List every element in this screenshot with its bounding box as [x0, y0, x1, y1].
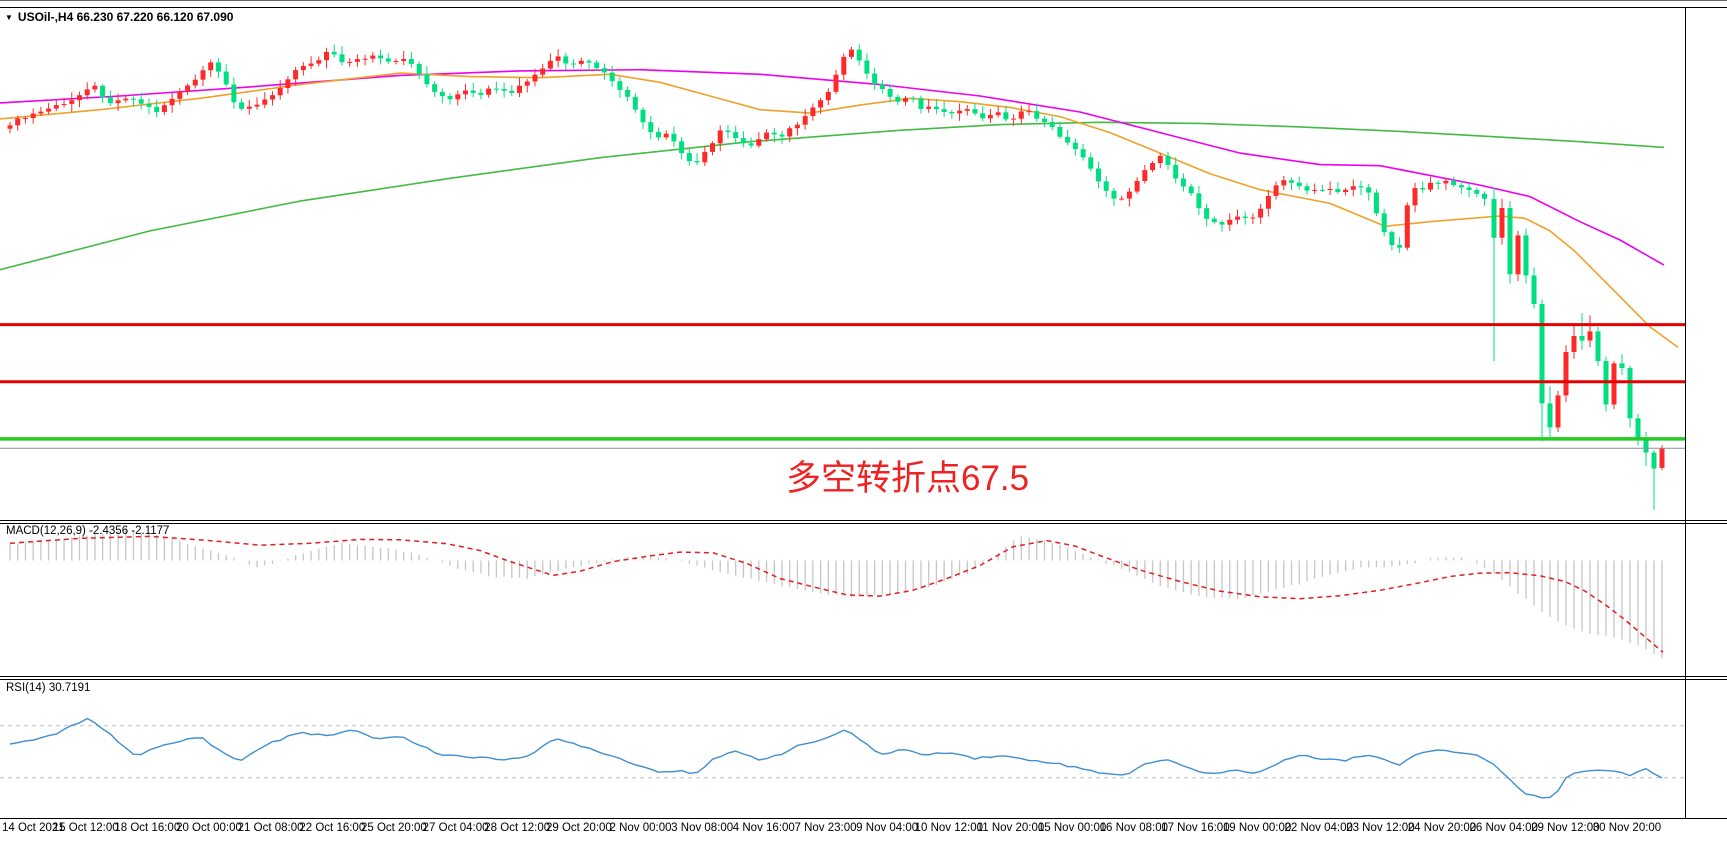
time-axis-label: 17 Nov 16:00 [1161, 822, 1230, 834]
time-axis-label: 29 Nov 12:00 [1531, 822, 1600, 834]
rsi-panel-top-border [0, 679, 1727, 680]
time-axis-label: 15 Oct 12:00 [52, 822, 119, 834]
time-axis-label: 4 Nov 16:00 [732, 822, 795, 834]
time-axis-label: 3 Nov 08:00 [671, 822, 734, 834]
time-axis-label: 22 Oct 16:00 [299, 822, 366, 834]
main-panel-bottom-border [0, 520, 1727, 521]
candles-group [7, 44, 1665, 510]
annotation-text[interactable]: 多空转折点67.5 [786, 459, 1029, 498]
macd-signal-line [9, 535, 1664, 653]
time-axis-label: 20 Oct 00:00 [176, 822, 242, 834]
rsi-indicator-label: RSI(14) 30.7191 [6, 682, 91, 694]
axis-separator-line [1685, 7, 1686, 819]
time-axis-label: 19 Nov 00:00 [1222, 822, 1292, 834]
time-axis-label: 2 Nov 00:00 [609, 822, 672, 834]
rsi-panel-bottom-border [0, 818, 1727, 819]
time-axis-label: 25 Oct 20:00 [360, 822, 427, 834]
macd-panel-top-border [0, 523, 1727, 524]
time-axis-label: 24 Nov 20:00 [1407, 822, 1477, 834]
time-axis-label: 18 Oct 16:00 [114, 822, 181, 834]
time-axis-label: 23 Nov 12:00 [1346, 822, 1415, 834]
time-axis-label: 21 Oct 08:00 [237, 822, 304, 834]
time-axis-label: 10 Nov 12:00 [914, 822, 984, 834]
main-panel-top-border [0, 7, 1727, 8]
time-axis-label: 22 Nov 04:00 [1284, 822, 1353, 834]
time-axis-label: 7 Nov 23:00 [794, 822, 857, 834]
time-axis-label: 16 Nov 08:00 [1099, 822, 1169, 834]
macd-indicator-label: MACD(12,26,9) -2.4356 -2.1177 [6, 525, 170, 537]
time-axis-label: 14 Oct 2021 [2, 822, 65, 834]
time-axis-label: 29 Oct 20:00 [545, 822, 612, 834]
symbol-ohlc-text: USOil-,H4 66.230 67.220 66.120 67.090 [17, 10, 234, 24]
time-axis-label: 28 Oct 12:00 [484, 822, 551, 834]
ma-slow-green [0, 121, 1665, 271]
time-axis[interactable]: 14 Oct 2021 15 Oct 12:00 18 Oct 16:00 20 Oc… [0, 820, 1727, 842]
time-axis-label: 9 Nov 04:00 [856, 822, 919, 834]
time-axis-label: 11 Nov 20:00 [976, 822, 1045, 834]
chart-dropdown-icon[interactable]: ▼ [5, 12, 13, 22]
price-axis[interactable]: 85.65084.21082.77081.33079.89078.45077.0… [1685, 7, 1727, 819]
time-axis-label: 15 Nov 00:00 [1037, 822, 1107, 834]
time-axis-label: 27 Oct 04:00 [422, 822, 489, 834]
window-top-edge [0, 0, 1727, 1]
macd-panel-bottom-border [0, 676, 1727, 677]
ma-mid-magenta [0, 68, 1665, 266]
time-axis-label: 26 Nov 04:00 [1469, 822, 1538, 834]
symbol-ohlc-header: ▼ USOil-,H4 66.230 67.220 66.120 67.090 [5, 10, 233, 24]
time-axis-label: 30 Nov 20:00 [1592, 822, 1662, 834]
rsi-line [9, 717, 1663, 799]
macd-histogram [9, 528, 1663, 659]
